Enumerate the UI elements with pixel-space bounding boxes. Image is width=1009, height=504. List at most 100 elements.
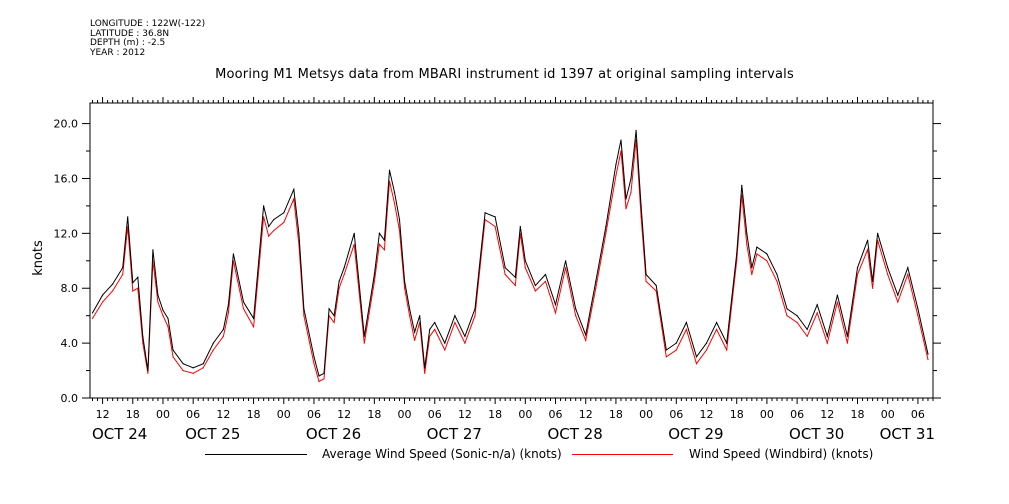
data-point-windbird bbox=[615, 175, 617, 177]
data-point-windbird bbox=[524, 267, 526, 269]
data-point-sonic bbox=[101, 294, 104, 296]
data-point-sonic bbox=[429, 328, 431, 330]
data-point-sonic bbox=[741, 184, 743, 186]
x-hour-label: 12 bbox=[337, 408, 351, 421]
x-date-label: OCT 26 bbox=[306, 425, 361, 443]
data-point-windbird bbox=[585, 339, 587, 341]
data-point-sonic bbox=[363, 335, 365, 337]
data-point-windbird bbox=[403, 287, 406, 289]
chart-legend: Average Wind Speed (Sonic-n/a) (knots) W… bbox=[0, 446, 1009, 464]
data-point-sonic bbox=[444, 342, 446, 344]
data-point-sonic bbox=[554, 304, 557, 306]
x-hour-label: 12 bbox=[216, 408, 230, 421]
data-point-sonic bbox=[388, 169, 391, 171]
data-point-sonic bbox=[705, 342, 708, 344]
data-point-sonic bbox=[414, 331, 416, 333]
data-point-sonic bbox=[726, 342, 728, 344]
data-point-windbird bbox=[227, 312, 230, 314]
data-point-sonic bbox=[534, 284, 537, 287]
data-point-sonic bbox=[383, 239, 386, 241]
data-point-windbird bbox=[494, 225, 496, 228]
chart-title: Mooring M1 Metsys data from MBARI instru… bbox=[215, 67, 794, 82]
x-hour-label: 00 bbox=[639, 408, 653, 421]
data-point-windbird bbox=[414, 339, 416, 341]
data-point-windbird bbox=[514, 284, 516, 287]
data-point-sonic bbox=[635, 129, 637, 132]
x-hour-label: 06 bbox=[669, 408, 683, 421]
data-point-windbird bbox=[101, 301, 104, 303]
data-point-sonic bbox=[585, 334, 587, 336]
data-point-windbird bbox=[766, 260, 768, 262]
data-point-sonic bbox=[122, 267, 124, 269]
data-point-windbird bbox=[625, 208, 627, 210]
data-point-windbird bbox=[323, 378, 325, 380]
data-point-windbird bbox=[565, 267, 567, 269]
x-date-label: OCT 30 bbox=[789, 425, 844, 443]
data-point-windbird bbox=[202, 367, 204, 369]
data-point-windbird bbox=[192, 372, 194, 374]
data-point-windbird bbox=[675, 349, 677, 351]
data-point-windbird bbox=[665, 356, 667, 358]
data-point-windbird bbox=[464, 342, 466, 344]
data-point-windbird bbox=[866, 249, 869, 251]
x-hour-label: 06 bbox=[549, 408, 563, 421]
data-point-sonic bbox=[147, 369, 149, 372]
data-point-sonic bbox=[91, 312, 94, 314]
data-point-sonic bbox=[519, 225, 521, 228]
data-point-sonic bbox=[137, 276, 139, 278]
metadata-longitude: LONGITUDE : 122W(-122) bbox=[90, 19, 206, 29]
data-point-sonic bbox=[434, 321, 436, 324]
x-date-label: OCT 29 bbox=[668, 425, 723, 443]
data-point-windbird bbox=[454, 321, 456, 324]
data-point-sonic bbox=[464, 335, 466, 337]
data-point-sonic bbox=[746, 232, 748, 234]
data-point-sonic bbox=[419, 315, 421, 317]
data-point-windbird bbox=[212, 349, 214, 351]
data-point-windbird bbox=[776, 280, 778, 282]
data-point-sonic bbox=[112, 283, 114, 285]
data-point-windbird bbox=[756, 253, 758, 255]
data-point-sonic bbox=[343, 267, 345, 269]
data-point-windbird bbox=[353, 243, 355, 245]
station-metadata: LONGITUDE : 122W(-122) LATITUDE : 36.8N … bbox=[90, 19, 206, 58]
data-point-windbird bbox=[605, 232, 607, 234]
data-point-sonic bbox=[227, 304, 230, 306]
data-point-windbird bbox=[846, 342, 849, 344]
data-point-sonic bbox=[373, 273, 375, 276]
plot-frame bbox=[89, 102, 934, 399]
data-point-windbird bbox=[726, 349, 728, 351]
data-point-sonic bbox=[776, 273, 778, 276]
y-tick-label: 4.0 bbox=[61, 337, 79, 350]
data-point-windbird bbox=[872, 287, 874, 289]
data-point-sonic bbox=[655, 284, 657, 287]
data-point-windbird bbox=[373, 280, 375, 282]
data-point-sonic bbox=[212, 342, 214, 344]
data-point-windbird bbox=[273, 230, 275, 232]
data-point-windbird bbox=[826, 342, 828, 344]
x-hour-label: 18 bbox=[488, 408, 502, 421]
x-hour-label: 18 bbox=[126, 408, 140, 421]
data-point-windbird bbox=[263, 216, 265, 218]
data-point-windbird bbox=[816, 312, 818, 314]
data-point-sonic bbox=[575, 308, 577, 310]
legend-swatch-sonic bbox=[205, 454, 307, 455]
data-point-windbird bbox=[333, 321, 335, 324]
data-point-sonic bbox=[897, 294, 899, 296]
data-point-sonic bbox=[856, 267, 859, 269]
data-point-windbird bbox=[137, 287, 139, 289]
y-tick-label: 8.0 bbox=[61, 282, 79, 295]
x-hour-label: 00 bbox=[518, 408, 532, 421]
x-hour-label: 18 bbox=[730, 408, 744, 421]
data-point-sonic bbox=[615, 164, 617, 166]
data-point-sonic bbox=[353, 232, 355, 234]
x-hour-label: 00 bbox=[156, 408, 170, 421]
data-point-windbird bbox=[434, 328, 436, 330]
data-point-windbird bbox=[172, 356, 174, 358]
data-point-sonic bbox=[907, 267, 909, 269]
data-point-sonic bbox=[595, 280, 597, 282]
data-point-windbird bbox=[167, 326, 169, 328]
data-point-windbird bbox=[534, 290, 537, 292]
x-hour-label: 18 bbox=[851, 408, 865, 421]
data-point-sonic bbox=[524, 260, 526, 262]
x-hour-label: 00 bbox=[760, 408, 774, 421]
